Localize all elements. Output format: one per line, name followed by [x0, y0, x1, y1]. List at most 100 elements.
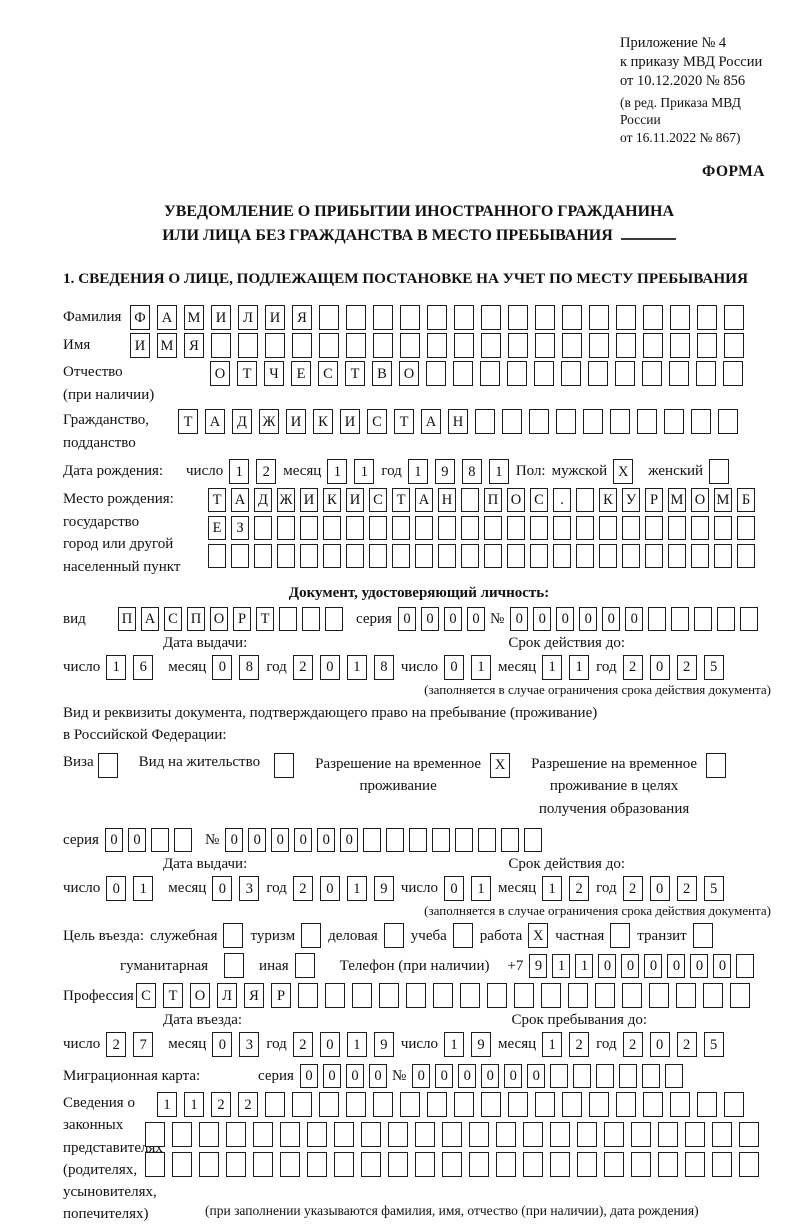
form-cell[interactable]	[442, 1152, 462, 1178]
form-cell[interactable]: 0	[579, 606, 598, 631]
form-cell[interactable]	[294, 953, 315, 979]
form-cell[interactable]: 0	[504, 1064, 523, 1089]
form-cell[interactable]	[253, 1152, 273, 1178]
form-cell[interactable]	[534, 361, 554, 387]
form-cell[interactable]	[643, 305, 663, 331]
temp-residence-edu-checkbox[interactable]	[706, 752, 733, 778]
form-cell[interactable]: 0	[319, 876, 340, 902]
form-cell[interactable]	[616, 333, 636, 359]
form-cell[interactable]: 3	[239, 1032, 260, 1058]
form-cell[interactable]	[426, 361, 446, 387]
purpose-official-checkbox[interactable]	[223, 923, 250, 949]
form-cell[interactable]	[514, 983, 534, 1009]
form-cell[interactable]	[461, 544, 479, 569]
form-cell[interactable]	[319, 333, 339, 359]
form-cell[interactable]	[442, 1122, 462, 1148]
form-cell[interactable]: 0	[621, 953, 640, 978]
form-cell[interactable]: 2	[211, 1092, 231, 1118]
form-cell[interactable]	[730, 983, 750, 1009]
form-cell[interactable]	[739, 1122, 759, 1148]
form-cell[interactable]	[622, 544, 640, 569]
form-cell[interactable]	[438, 516, 456, 541]
form-cell[interactable]: С	[164, 606, 182, 631]
form-cell[interactable]	[530, 516, 548, 541]
form-cell[interactable]	[438, 544, 456, 569]
form-cell[interactable]	[361, 1122, 381, 1148]
form-cell[interactable]: А	[141, 606, 159, 631]
form-cell[interactable]: А	[157, 305, 177, 331]
form-cell[interactable]: 9	[434, 459, 455, 485]
form-cell[interactable]	[622, 516, 640, 541]
form-cell[interactable]	[454, 305, 474, 331]
form-cell[interactable]	[319, 1092, 339, 1118]
form-cell[interactable]	[369, 544, 387, 569]
form-cell[interactable]	[265, 333, 285, 359]
form-cell[interactable]	[392, 544, 410, 569]
form-cell[interactable]: 5	[703, 876, 724, 902]
form-cell[interactable]: 1	[569, 654, 590, 680]
form-cell[interactable]	[604, 1122, 624, 1148]
form-cell[interactable]	[631, 1122, 651, 1148]
form-cell[interactable]: 1	[488, 459, 509, 485]
form-cell[interactable]	[279, 606, 297, 631]
form-cell[interactable]: К	[323, 488, 341, 513]
form-cell[interactable]: .	[553, 488, 571, 513]
form-cell[interactable]: 0	[690, 953, 709, 978]
form-cell[interactable]	[481, 333, 501, 359]
form-cell[interactable]	[298, 983, 318, 1009]
form-cell[interactable]: 0	[443, 606, 462, 631]
form-cell[interactable]	[173, 828, 192, 853]
form-cell[interactable]	[670, 333, 690, 359]
form-cell[interactable]	[280, 1152, 300, 1178]
form-cell[interactable]	[145, 1152, 165, 1178]
form-cell[interactable]: А	[421, 409, 441, 435]
form-cell[interactable]: Ч	[264, 361, 284, 387]
form-cell[interactable]	[589, 333, 609, 359]
form-cell[interactable]	[535, 305, 555, 331]
form-cell[interactable]: З	[231, 516, 249, 541]
form-cell[interactable]	[415, 516, 433, 541]
form-cell[interactable]	[717, 606, 736, 631]
form-cell[interactable]	[697, 333, 717, 359]
form-cell[interactable]	[637, 409, 657, 435]
form-cell[interactable]: 2	[676, 876, 697, 902]
form-cell[interactable]	[277, 516, 295, 541]
form-cell[interactable]	[562, 305, 582, 331]
form-cell[interactable]: X	[490, 752, 511, 778]
form-cell[interactable]	[692, 923, 713, 949]
form-cell[interactable]: У	[622, 488, 640, 513]
form-cell[interactable]	[724, 333, 744, 359]
form-cell[interactable]: М	[714, 488, 732, 513]
form-cell[interactable]	[409, 828, 428, 853]
form-cell[interactable]: Р	[271, 983, 291, 1009]
form-cell[interactable]: 6	[133, 654, 154, 680]
form-cell[interactable]: 2	[622, 876, 643, 902]
form-cell[interactable]	[301, 923, 322, 949]
form-cell[interactable]: Я	[184, 333, 204, 359]
form-cell[interactable]: 0	[299, 1064, 318, 1089]
form-cell[interactable]	[737, 544, 755, 569]
form-cell[interactable]: 0	[340, 828, 359, 853]
form-cell[interactable]	[596, 1064, 615, 1089]
form-cell[interactable]	[712, 1122, 732, 1148]
form-cell[interactable]	[556, 409, 576, 435]
purpose-tourism-checkbox[interactable]	[301, 923, 328, 949]
form-cell[interactable]: 0	[104, 828, 123, 853]
form-cell[interactable]: А	[205, 409, 225, 435]
form-cell[interactable]	[508, 333, 528, 359]
form-cell[interactable]: А	[415, 488, 433, 513]
form-cell[interactable]: 0	[127, 828, 146, 853]
form-cell[interactable]	[481, 1092, 501, 1118]
form-cell[interactable]: 1	[575, 953, 594, 978]
form-cell[interactable]	[346, 1092, 366, 1118]
form-cell[interactable]: П	[484, 488, 502, 513]
form-cell[interactable]	[455, 828, 474, 853]
form-cell[interactable]	[643, 333, 663, 359]
form-cell[interactable]: 9	[471, 1032, 492, 1058]
form-cell[interactable]: 1	[184, 1092, 204, 1118]
form-cell[interactable]	[685, 1122, 705, 1148]
form-cell[interactable]	[577, 1152, 597, 1178]
form-cell[interactable]	[253, 1122, 273, 1148]
form-cell[interactable]	[150, 828, 169, 853]
